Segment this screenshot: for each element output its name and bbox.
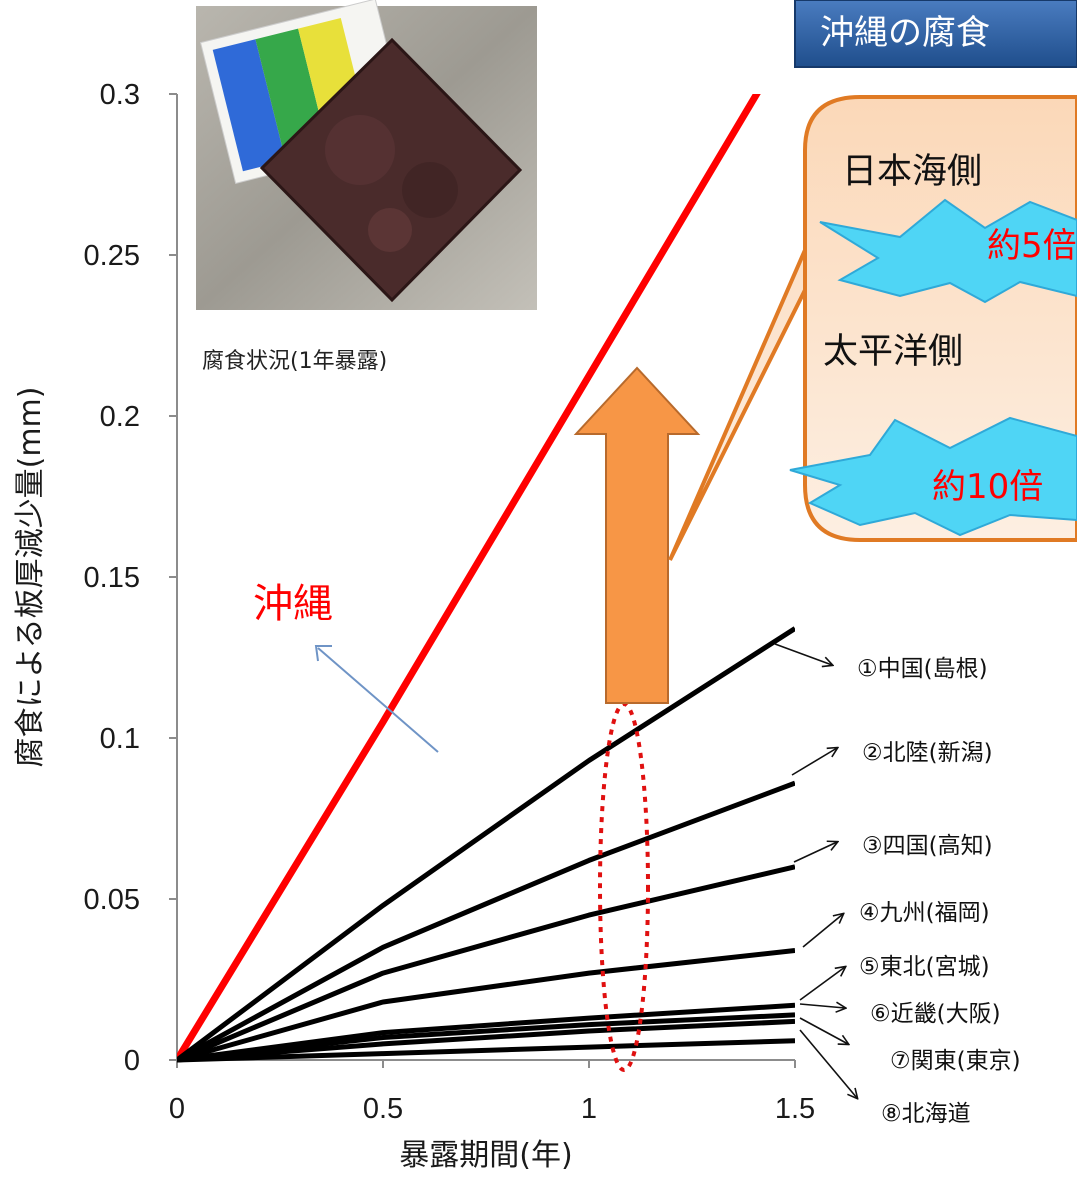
region-label-arrows (774, 643, 857, 1098)
rusted-plate (259, 37, 523, 303)
x-axis-ticks: 0 0.5 1 1.5 (169, 1060, 815, 1125)
series-line-okinawa (177, 94, 761, 1062)
burst-text-2: 約10倍 (932, 467, 1043, 507)
series-layer (177, 94, 795, 1063)
title-banner-text: 沖縄の腐食 (820, 13, 990, 53)
increase-arrow (573, 366, 701, 704)
burst-text-1: 約5倍 (987, 226, 1077, 266)
y-tick-label: 0.1 (100, 723, 140, 755)
series-label: ①中国(島根) (857, 656, 988, 682)
photo-caption: 腐食状況(1年暴露) (202, 349, 387, 374)
series-line (177, 1012, 795, 1063)
series-line (177, 626, 795, 1062)
y-tick-label: 0.25 (84, 240, 140, 272)
okinawa-pointer-head (314, 645, 332, 662)
series-label: ⑧北海道 (881, 1101, 971, 1127)
series-label: ⑤東北(宮城) (859, 954, 990, 980)
x-tick-label: 0 (169, 1093, 185, 1125)
series-line (177, 780, 795, 1063)
burst-shape-2 (789, 416, 1077, 537)
x-tick-label: 1.5 (775, 1093, 815, 1125)
x-axis-title: 暴露期間(年) (399, 1138, 572, 1173)
series-label: ④九州(福岡) (859, 900, 990, 926)
okinawa-pointer-line (317, 647, 439, 753)
series-line (177, 1018, 795, 1063)
burst-shape-1 (819, 198, 1077, 304)
y-axis-title: 腐食による板厚減少量(mm) (13, 387, 48, 768)
series-line (177, 1038, 795, 1063)
title-banner (794, 0, 1077, 68)
y-tick-label: 0.3 (100, 79, 140, 111)
y-tick-label: 0 (124, 1045, 140, 1077)
x-tick-label: 0.5 (363, 1093, 403, 1125)
series-line (177, 948, 795, 1063)
corrosion-photo (196, 0, 537, 310)
series-line (177, 864, 795, 1063)
okinawa-label: 沖縄 (253, 581, 333, 627)
series-label: ②北陸(新潟) (862, 740, 993, 766)
series-label: ⑦関東(東京) (890, 1048, 1021, 1074)
callout-line-pacific: 太平洋側 (823, 332, 963, 372)
y-tick-label: 0.2 (100, 401, 140, 433)
y-tick-label: 0.05 (84, 884, 140, 916)
y-tick-label: 0.15 (84, 562, 140, 594)
region-labels: ①中国(島根) ②北陸(新潟) ③四国(高知) ④九州(福岡) ⑤東北(宮城) … (857, 656, 1021, 1127)
x-tick-label: 1 (581, 1093, 597, 1125)
series-label: ⑥近畿(大阪) (870, 1001, 1001, 1027)
callout-line-sea-of-japan: 日本海側 (842, 152, 982, 192)
series-label: ③四国(高知) (862, 833, 993, 859)
y-axis-ticks: 0 0.05 0.1 0.15 0.2 0.25 0.3 (84, 79, 177, 1077)
